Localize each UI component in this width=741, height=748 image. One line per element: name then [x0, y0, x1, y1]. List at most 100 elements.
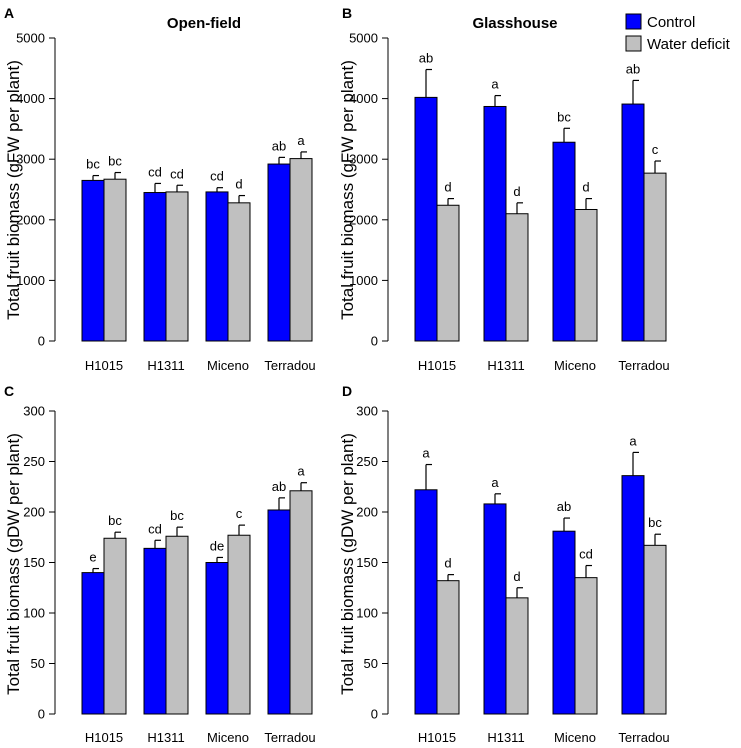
x-tick-label-a-terradou: Terradou [264, 358, 315, 373]
bar-b-h1015-water-deficit [436, 204, 460, 342]
y-tick-label-a: 1000 [16, 273, 45, 288]
y-tick-label-d: 200 [356, 505, 378, 520]
bar-c-miceno-control [205, 562, 229, 715]
significance-label-b-h1015-control: ab [419, 51, 433, 66]
panel-c: C Total fruit biomass (gDW per plant) 0 5… [4, 383, 316, 745]
panel-title-open-field: Open-field [167, 15, 241, 32]
y-tick-label-a: 4000 [16, 91, 45, 106]
y-axis-label-c: Total fruit biomass (gDW per plant) [4, 433, 23, 695]
significance-label-d-h1015-water-deficit: d [444, 556, 451, 571]
y-tick-label-c: 200 [23, 505, 45, 520]
bar-a-h1015-water-deficit [103, 178, 127, 342]
legend-swatch-water-deficit [625, 35, 642, 52]
significance-label-c-terradou-control: ab [272, 479, 286, 494]
bar-b-terradou-water-deficit [643, 172, 667, 342]
x-tick-label-c-miceno: Miceno [207, 730, 249, 745]
significance-label-a-h1015-water-deficit: bc [108, 154, 122, 169]
y-tick-label-c: 150 [23, 555, 45, 570]
x-tick-label-b-terradou: Terradou [618, 358, 669, 373]
y-tick-label-b: 0 [371, 334, 378, 349]
x-tick-label-b-miceno: Miceno [554, 358, 596, 373]
legend-swatch-control [625, 13, 642, 30]
significance-label-b-h1311-control: a [491, 77, 499, 92]
bar-c-miceno-water-deficit [227, 534, 251, 715]
significance-label-d-terradou-control: a [629, 433, 637, 448]
y-tick-label-a: 3000 [16, 152, 45, 167]
y-tick-label-d: 50 [364, 656, 378, 671]
y-tick-label-c: 0 [38, 707, 45, 722]
bar-a-terradou-water-deficit [289, 158, 313, 342]
bar-c-terradou-water-deficit [289, 490, 313, 715]
significance-label-a-miceno-control: cd [210, 169, 224, 184]
significance-label-a-miceno-water-deficit: d [235, 177, 242, 192]
bar-d-h1311-control [483, 503, 507, 715]
panel-letter-d: D [342, 383, 352, 399]
y-tick-label-c: 100 [23, 606, 45, 621]
x-tick-label-d-miceno: Miceno [554, 730, 596, 745]
y-tick-label-c: 300 [23, 404, 45, 419]
bar-b-h1015-control [414, 96, 438, 342]
y-tick-label-b: 4000 [349, 91, 378, 106]
x-tick-label-b-h1015: H1015 [418, 358, 456, 373]
x-tick-label-a-h1311: H1311 [147, 358, 184, 373]
x-tick-label-b-h1311: H1311 [487, 358, 524, 373]
y-tick-label-c: 50 [31, 656, 45, 671]
bar-b-miceno-control [552, 141, 576, 342]
bar-c-h1015-water-deficit [103, 537, 127, 715]
significance-label-b-terradou-water-deficit: c [652, 142, 659, 157]
significance-label-b-h1311-water-deficit: d [513, 184, 520, 199]
significance-label-a-h1015-control: bc [86, 157, 100, 172]
bar-a-miceno-water-deficit [227, 202, 251, 342]
bar-d-terradou-control [621, 475, 645, 715]
y-tick-label-d: 250 [356, 454, 378, 469]
bar-c-h1311-control [143, 547, 167, 715]
significance-label-d-h1015-control: a [422, 446, 430, 461]
y-tick-label-a: 5000 [16, 31, 45, 46]
y-axis-label-b: Total fruit biomass (gFW per plant) [338, 60, 357, 320]
significance-label-b-h1015-water-deficit: d [444, 180, 451, 195]
panel-letter-b: B [342, 5, 352, 21]
x-tick-label-d-h1015: H1015 [418, 730, 456, 745]
significance-label-a-terradou-water-deficit: a [297, 133, 305, 148]
y-axis-label-a: Total fruit biomass (gFW per plant) [4, 60, 23, 320]
legend-label-water-deficit: Water deficit [647, 36, 731, 53]
panel-letter-a: A [4, 5, 14, 21]
y-tick-label-d: 100 [356, 606, 378, 621]
x-tick-label-a-miceno: Miceno [207, 358, 249, 373]
significance-label-b-terradou-control: ab [626, 61, 640, 76]
significance-label-a-h1311-water-deficit: cd [170, 166, 184, 181]
bar-a-h1311-water-deficit [165, 191, 189, 342]
x-tick-label-d-terradou: Terradou [618, 730, 669, 745]
y-tick-label-a: 2000 [16, 212, 45, 227]
x-tick-label-c-h1015: H1015 [85, 730, 123, 745]
bar-c-terradou-control [267, 509, 291, 715]
significance-label-c-miceno-control: de [210, 538, 224, 553]
significance-label-b-miceno-water-deficit: d [582, 180, 589, 195]
significance-label-c-terradou-water-deficit: a [297, 464, 305, 479]
legend: Control Water deficit [625, 13, 731, 53]
bar-c-h1311-water-deficit [165, 535, 189, 715]
y-tick-label-b: 3000 [349, 152, 378, 167]
significance-label-c-miceno-water-deficit: c [236, 506, 243, 521]
significance-label-c-h1015-control: e [89, 550, 96, 565]
bar-a-h1015-control [81, 179, 105, 342]
significance-label-b-miceno-control: bc [557, 109, 571, 124]
panel-d: D Total fruit biomass (gDW per plant) 0 5… [338, 383, 670, 745]
y-tick-label-c: 250 [23, 454, 45, 469]
significance-label-a-terradou-control: ab [272, 138, 286, 153]
significance-label-c-h1311-control: cd [148, 521, 162, 536]
legend-label-control: Control [647, 14, 695, 31]
panel-a: A Open-field Total fruit biomass (gFW pe… [4, 5, 316, 373]
y-tick-label-a: 0 [38, 334, 45, 349]
bar-d-h1015-control [414, 489, 438, 715]
y-tick-label-b: 2000 [349, 212, 378, 227]
x-tick-label-d-h1311: H1311 [487, 730, 524, 745]
panel-b: B Glasshouse Total fruit biomass (gFW pe… [338, 5, 670, 373]
y-tick-label-d: 150 [356, 555, 378, 570]
bar-d-terradou-water-deficit [643, 544, 667, 715]
y-tick-label-d: 300 [356, 404, 378, 419]
significance-label-d-miceno-control: ab [557, 499, 571, 514]
panel-title-glasshouse: Glasshouse [472, 15, 557, 32]
significance-label-c-h1311-water-deficit: bc [170, 508, 184, 523]
